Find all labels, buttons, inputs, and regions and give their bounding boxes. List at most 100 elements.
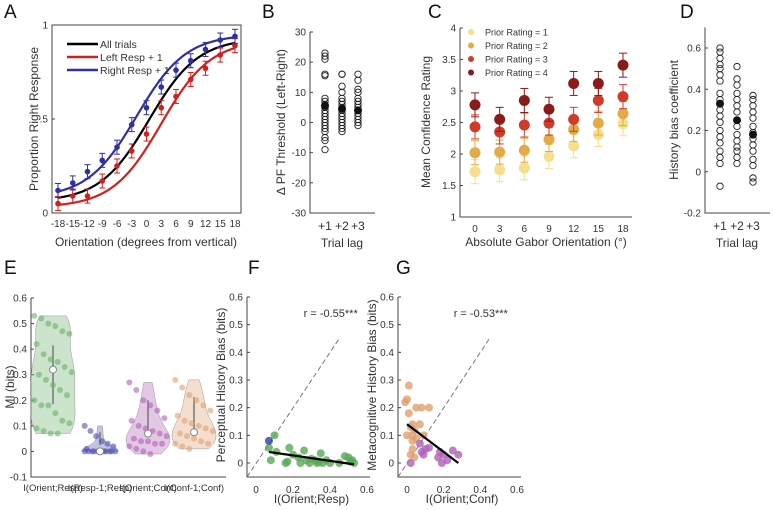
g-subject-point xyxy=(412,403,421,412)
c-data-point xyxy=(543,117,555,129)
e-subject-point xyxy=(66,330,73,337)
c-data-point xyxy=(469,99,481,111)
a-data-point xyxy=(114,163,120,169)
c-legend-marker xyxy=(468,29,474,35)
e-subject-point xyxy=(59,417,66,424)
e-subject-point xyxy=(174,412,181,419)
g-subject-point xyxy=(403,395,411,404)
panel-label-D: D xyxy=(680,2,694,23)
c-data-point xyxy=(568,77,580,89)
b-subject-point xyxy=(321,55,329,63)
e-subject-point xyxy=(91,448,98,455)
c-data-point xyxy=(518,162,530,174)
g-correlation-annotation: r = -0.53*** xyxy=(454,308,509,320)
c-data-point xyxy=(469,121,481,133)
a-data-point xyxy=(99,178,106,184)
c-data-point xyxy=(617,108,629,120)
e-subject-point xyxy=(159,440,166,447)
f-regression-line xyxy=(268,450,355,466)
panel-label-C: C xyxy=(428,2,442,23)
d-subject-point xyxy=(733,95,741,104)
a-legend-label: All trials xyxy=(100,39,137,51)
e-subject-point xyxy=(207,407,214,414)
a-ylabel: Proportion Right Response xyxy=(27,47,41,191)
e-subject-point xyxy=(209,427,216,434)
g-ytick-label: 0.4 xyxy=(380,348,394,359)
g-axes xyxy=(397,297,521,478)
g-xtick-label: 0.4 xyxy=(473,485,487,496)
b-subject-point xyxy=(354,118,362,127)
e-subject-point xyxy=(47,356,54,363)
e-median-marker xyxy=(190,428,198,437)
e-ytick-label: 0.4 xyxy=(13,345,27,356)
c-data-point xyxy=(543,151,555,163)
g-xlabel: I(Orient;Conf) xyxy=(426,492,499,506)
a-data-point xyxy=(187,57,194,64)
e-subject-point xyxy=(31,312,38,319)
c-xtick-label: 12 xyxy=(568,224,580,235)
a-data-point xyxy=(128,148,135,154)
e-xtick-label: I(Conf-1;Conf) xyxy=(164,483,224,494)
b-xlabel: Trial lag xyxy=(321,236,363,250)
b-ytick-label: 0 xyxy=(300,118,306,129)
b-ytick-label: 20 xyxy=(295,58,307,69)
d-subject-point xyxy=(749,95,757,104)
e-subject-point xyxy=(188,420,195,427)
e-subject-point xyxy=(183,433,190,440)
d-subject-point xyxy=(716,89,724,98)
e-subject-point xyxy=(47,430,54,437)
d-subject-point xyxy=(716,182,724,190)
b-ytick-label: -20 xyxy=(292,178,307,189)
e-subject-point xyxy=(31,397,38,404)
e-subject-point xyxy=(128,417,135,424)
e-subject-point xyxy=(98,438,105,445)
c-xlabel: Absolute Gabor Orientation (°) xyxy=(465,235,627,249)
a-data-point xyxy=(143,131,150,137)
a-data-point xyxy=(202,46,209,53)
c-data-point xyxy=(568,113,580,125)
f-subject-point xyxy=(264,436,273,445)
d-subject-point xyxy=(733,147,741,155)
d-subject-point xyxy=(749,174,757,182)
f-ytick-label: 0.2 xyxy=(229,403,243,414)
a-data-point xyxy=(232,42,238,49)
d-subject-point xyxy=(716,112,724,120)
e-subject-point xyxy=(38,402,45,409)
a-data-point xyxy=(69,193,76,199)
e-subject-point xyxy=(81,422,88,429)
g-ytick-label: 0.1 xyxy=(380,431,394,442)
b-xtick-label: +1 xyxy=(318,219,332,233)
e-subject-point xyxy=(133,445,140,452)
b-mean-point xyxy=(321,101,329,110)
d-ylabel: History bias coefficient xyxy=(667,59,681,179)
e-subject-point xyxy=(176,430,183,437)
c-data-point xyxy=(469,147,481,159)
d-mean-point xyxy=(733,116,741,125)
f-ytick-label: 0 xyxy=(237,459,243,470)
e-subject-point xyxy=(52,410,59,417)
a-data-point xyxy=(232,33,238,40)
a-xtick-label: -9 xyxy=(98,219,107,230)
d-ytick-label: 0.4 xyxy=(687,85,701,96)
c-data-point xyxy=(592,77,604,89)
e-subject-point xyxy=(81,448,88,455)
d-ytick-label: 0.6 xyxy=(687,44,701,55)
d-ytick-label: 0 xyxy=(695,167,701,178)
g-regression-line xyxy=(406,423,459,464)
d-subject-point xyxy=(716,133,724,141)
d-subject-point xyxy=(716,153,724,161)
b-xtick-label: +2 xyxy=(335,219,349,233)
c-data-point xyxy=(518,94,530,106)
d-mean-point xyxy=(716,99,724,108)
e-subject-point xyxy=(202,425,209,432)
g-ytick-label: 0 xyxy=(388,459,394,470)
d-xtick-label: +2 xyxy=(730,219,744,233)
a-data-point xyxy=(158,104,165,111)
e-ytick-label: 0.6 xyxy=(13,294,27,305)
e-subject-point xyxy=(140,448,147,455)
g-xtick-label: 0 xyxy=(404,485,410,496)
e-subject-point xyxy=(140,397,147,404)
e-subject-point xyxy=(137,438,144,445)
